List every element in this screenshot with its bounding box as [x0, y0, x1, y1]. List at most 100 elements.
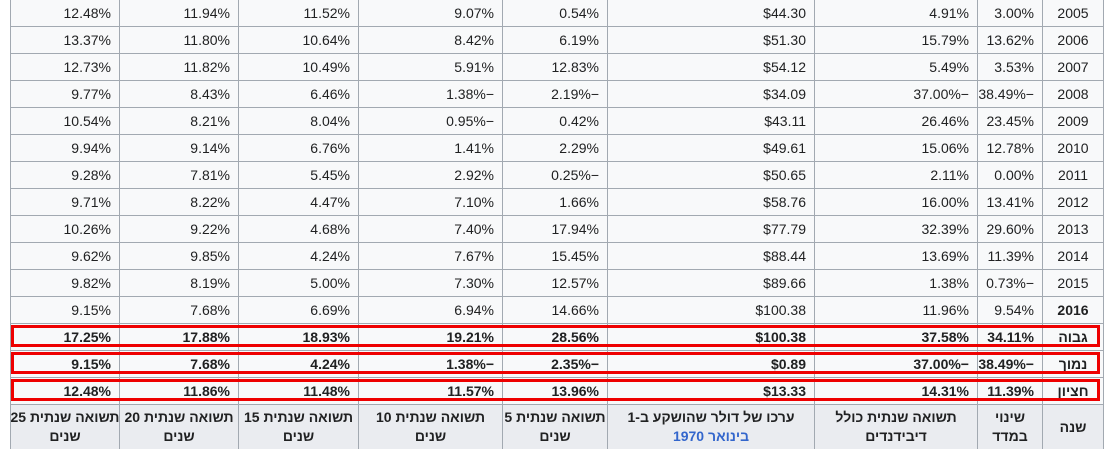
total-return-summary-cell: 37.00%− — [815, 351, 977, 377]
year-cell: 2012 — [1043, 189, 1103, 215]
return-20y-summary-cell: 17.88% — [120, 324, 238, 350]
return-5y-cell: 1.66% — [503, 189, 607, 215]
return-20y-cell: 8.22% — [120, 189, 238, 215]
return-15y-cell: 6.69% — [239, 297, 358, 323]
index-change-cell: 13.62% — [978, 27, 1042, 53]
index-change-cell: 12.78% — [978, 135, 1042, 161]
return-20y-cell: 8.21% — [120, 108, 238, 134]
year-cell: 2014 — [1043, 243, 1103, 269]
total-return-cell: 4.91% — [815, 0, 977, 26]
header-return-5y-line1: תשואה שנתית 5 — [504, 409, 606, 425]
total-return-cell: 37.00%− — [815, 81, 977, 107]
summary-label-cell: נמוך — [1043, 351, 1103, 377]
index-change-cell: 29.60% — [978, 216, 1042, 242]
return-5y-summary-cell: 13.96% — [503, 378, 607, 404]
return-15y-cell: 8.04% — [239, 108, 358, 134]
dollar-value-cell: $50.65 — [608, 162, 814, 188]
return-25y-summary-cell: 12.48% — [11, 378, 119, 404]
return-20y-summary-cell: 7.68% — [120, 351, 238, 377]
return-20y-cell: 9.14% — [120, 135, 238, 161]
header-index-change-line2: במדד — [992, 428, 1028, 444]
return-15y-cell: 4.68% — [239, 216, 358, 242]
return-15y-cell: 10.64% — [239, 27, 358, 53]
dollar-value-cell: $100.38 — [608, 297, 814, 323]
header-return-15y-line1: תשואה שנתית 15 — [244, 409, 353, 425]
return-10y-cell: 7.30% — [359, 270, 502, 296]
total-return-cell: 26.46% — [815, 108, 977, 134]
return-10y-cell: 9.07% — [359, 0, 502, 26]
return-20y-cell: 9.22% — [120, 216, 238, 242]
return-25y-cell: 9.82% — [11, 270, 119, 296]
year-cell: 2016 — [1043, 297, 1103, 323]
header-return-10y-line1: תשואה שנתית 10 — [376, 409, 485, 425]
return-25y-cell: 9.62% — [11, 243, 119, 269]
total-return-cell: 15.06% — [815, 135, 977, 161]
header-total-return-line2: דיבידנדים — [865, 428, 927, 444]
return-5y-cell: 2.29% — [503, 135, 607, 161]
return-10y-summary-cell: 11.57% — [359, 378, 502, 404]
header-total-return-line1: תשואה שנתית כולל — [835, 409, 957, 425]
header-return-25y: תשואה שנתית 25 שנים — [11, 405, 119, 449]
dollar-value-cell: $89.66 — [608, 270, 814, 296]
return-15y-cell: 4.24% — [239, 243, 358, 269]
header-return-25y-line2: שנים — [49, 428, 81, 444]
header-return-20y-line1: תשואה שנתית 20 — [124, 409, 234, 425]
total-return-cell: 11.96% — [815, 297, 977, 323]
header-dollar-value: ערכו של דולר שהושקע ב-1 בינואר 1970 — [608, 405, 814, 449]
total-return-cell: 5.49% — [815, 54, 977, 80]
return-10y-summary-cell: 1.38%− — [359, 351, 502, 377]
return-20y-cell: 11.94% — [120, 0, 238, 26]
return-10y-cell: 5.91% — [359, 54, 502, 80]
january-1970-link[interactable]: בינואר 1970 — [672, 428, 750, 444]
index-change-cell: 0.00% — [978, 162, 1042, 188]
total-return-cell: 16.00% — [815, 189, 977, 215]
year-cell: 2015 — [1043, 270, 1103, 296]
total-return-cell: 32.39% — [815, 216, 977, 242]
return-15y-cell: 5.45% — [239, 162, 358, 188]
return-10y-cell: 6.94% — [359, 297, 502, 323]
return-5y-cell: 0.54% — [503, 0, 607, 26]
header-year-label: שנה — [1059, 418, 1087, 435]
annual-returns-table: 2005 3.00% 4.91% $44.30 0.54% 9.07% 11.5… — [10, 0, 1104, 449]
dollar-value-summary-cell: $0.89 — [608, 351, 814, 377]
header-total-return: תשואה שנתית כולל דיבידנדים — [815, 405, 977, 449]
return-15y-cell: 6.76% — [239, 135, 358, 161]
return-5y-cell: 6.19% — [503, 27, 607, 53]
year-cell: 2005 — [1043, 0, 1103, 26]
header-return-10y-line2: שנים — [414, 428, 447, 444]
return-20y-cell: 11.82% — [120, 54, 238, 80]
return-10y-cell: 0.95%− — [359, 108, 502, 134]
return-15y-summary-cell: 18.93% — [239, 324, 358, 350]
return-20y-cell: 7.81% — [120, 162, 238, 188]
header-return-20y-line2: שנים — [163, 428, 195, 444]
return-15y-cell: 10.49% — [239, 54, 358, 80]
index-change-cell: 23.45% — [978, 108, 1042, 134]
return-20y-cell: 9.85% — [120, 243, 238, 269]
return-10y-cell: 1.41% — [359, 135, 502, 161]
summary-label-cell: חציון — [1043, 378, 1103, 404]
index-change-summary-cell: 34.11% — [978, 324, 1042, 350]
index-change-cell: 38.49%− — [978, 81, 1042, 107]
return-25y-cell: 12.48% — [11, 0, 119, 26]
dollar-value-cell: $34.09 — [608, 81, 814, 107]
index-change-cell: 3.53% — [978, 54, 1042, 80]
return-5y-cell: 12.83% — [503, 54, 607, 80]
return-5y-summary-cell: 2.35%− — [503, 351, 607, 377]
index-change-summary-cell: 38.49%− — [978, 351, 1042, 377]
return-5y-summary-cell: 28.56% — [503, 324, 607, 350]
total-return-cell: 1.38% — [815, 270, 977, 296]
return-5y-cell: 15.45% — [503, 243, 607, 269]
dollar-value-cell: $44.30 — [608, 0, 814, 26]
return-25y-cell: 9.28% — [11, 162, 119, 188]
return-25y-cell: 9.71% — [11, 189, 119, 215]
return-20y-cell: 7.68% — [120, 297, 238, 323]
return-25y-cell: 10.26% — [11, 216, 119, 242]
index-change-summary-cell: 11.39% — [978, 378, 1042, 404]
dollar-value-cell: $58.76 — [608, 189, 814, 215]
return-10y-cell: 8.42% — [359, 27, 502, 53]
return-10y-cell: 7.40% — [359, 216, 502, 242]
year-cell: 2006 — [1043, 27, 1103, 53]
return-25y-cell: 12.73% — [11, 54, 119, 80]
return-10y-cell: 7.10% — [359, 189, 502, 215]
